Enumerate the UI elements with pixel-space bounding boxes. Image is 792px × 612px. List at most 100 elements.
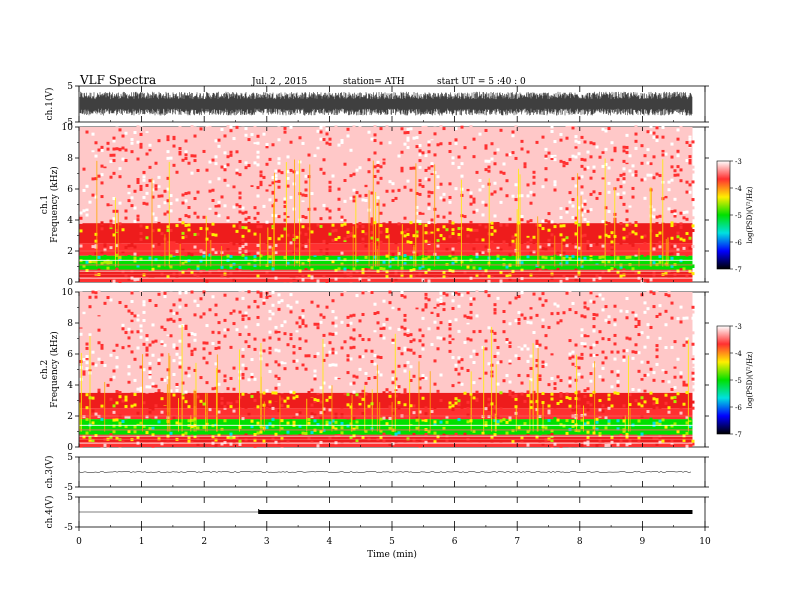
ch2-spectrogram-cell bbox=[181, 396, 185, 400]
ch1-spectrogram-cell bbox=[556, 211, 560, 215]
ch1-spectrogram-cell bbox=[517, 154, 521, 158]
ch2-spectrogram-cell bbox=[268, 422, 272, 426]
ch2-spectrogram-cell bbox=[109, 397, 113, 401]
ch1-spectrogram-cell bbox=[286, 261, 290, 265]
ch1-spectrogram-cell bbox=[679, 179, 683, 183]
ch2-spectrogram-cell bbox=[283, 367, 287, 371]
ch1-spectrogram-cell bbox=[418, 266, 422, 270]
ch1-spectrogram-cell bbox=[112, 147, 116, 151]
ch2-spectrogram-cell bbox=[316, 391, 320, 395]
ch2-spectrogram-cell bbox=[112, 418, 116, 422]
ch1-spectrogram-cell bbox=[454, 138, 458, 142]
ch1-spectrogram-cell bbox=[439, 186, 443, 190]
ch1-spectrogram-cell bbox=[598, 203, 602, 207]
ch2-spectrogram-cell bbox=[157, 410, 161, 414]
ch1-spectrogram-cell bbox=[301, 193, 305, 197]
ch1-spectrogram-cell bbox=[664, 277, 668, 281]
ch2-spectrogram-cell bbox=[484, 355, 488, 359]
ch2-spectrogram-cell bbox=[211, 424, 215, 428]
ch1-spectrogram-cell bbox=[277, 215, 281, 219]
ch2-spectrogram-cell bbox=[142, 368, 146, 372]
ch2-spectrogram-cell bbox=[391, 303, 395, 307]
ch1-spectrogram-cell bbox=[436, 166, 440, 170]
ch2-spectrogram-cell bbox=[388, 296, 392, 300]
ch2-spectrogram-cell bbox=[220, 408, 224, 412]
ch2-spectrogram-cell bbox=[205, 326, 209, 330]
ch1-spectrogram-cell bbox=[670, 245, 674, 249]
ch2-spectrogram-cell bbox=[133, 318, 137, 322]
ch2-spectrogram-cell bbox=[253, 337, 257, 341]
ch1-spectrogram-cell bbox=[514, 198, 518, 202]
ch2-spectrogram-cell bbox=[184, 431, 188, 435]
ch1-spectrogram-cell bbox=[466, 219, 470, 223]
ch2-spectrogram-cell bbox=[163, 295, 167, 299]
ch1-spectrogram-cell bbox=[673, 169, 677, 173]
ch2-spectrogram-cell bbox=[298, 341, 302, 345]
ch2-spectrogram-cell bbox=[193, 368, 197, 372]
ch1-spectrogram-cell bbox=[436, 239, 440, 243]
ch1-spectrogram-cell bbox=[103, 260, 107, 264]
ch1-spectrogram-cell bbox=[442, 155, 446, 159]
ch1-spectrogram-cell bbox=[673, 176, 677, 180]
ch1-spectrogram-cell bbox=[148, 148, 152, 152]
ch2-spectrogram-cell bbox=[433, 309, 437, 313]
ch1-spectrogram-cell bbox=[691, 140, 695, 144]
ch1-spectrogram-cell bbox=[274, 169, 278, 173]
ch1-spectrogram-cell bbox=[214, 131, 218, 135]
ch1-spectrogram-cell bbox=[268, 176, 272, 180]
ch1-spectrogram-cell bbox=[133, 189, 137, 193]
ch2-spectrogram-cell bbox=[361, 386, 365, 390]
ch1-spectrogram-cell bbox=[490, 226, 494, 230]
ch1-spectrogram-cell bbox=[655, 172, 659, 176]
ch1-spectrogram-cell bbox=[490, 278, 494, 282]
ch1-spectrogram-cell bbox=[226, 151, 230, 155]
ch2-spectrogram-cell bbox=[241, 392, 245, 396]
ch2-spectrogram-cell bbox=[169, 400, 173, 404]
ch2-spectrogram-cell bbox=[469, 302, 473, 306]
ch1-spectrogram-cell bbox=[316, 246, 320, 250]
ch2-spectrogram-cell bbox=[274, 432, 278, 436]
ch1-spectrogram-cell bbox=[547, 162, 551, 166]
ch2-spectrogram-cell bbox=[469, 307, 473, 311]
ch1-spectrogram-cell bbox=[172, 262, 176, 266]
ch1-spectrogram-cell bbox=[514, 156, 518, 160]
ch1-spectrogram-cell bbox=[586, 209, 590, 213]
ch1-spectrogram-cell bbox=[529, 219, 533, 223]
ch1-spectrogram-cell bbox=[208, 206, 212, 210]
ch2-spectrogram-cell bbox=[313, 292, 317, 296]
ch2-spectrogram-cell bbox=[412, 388, 416, 392]
ch1-spectrogram-cell bbox=[241, 225, 245, 229]
ch1-spectrogram-cell bbox=[508, 152, 512, 156]
ch1-spectrogram-cell bbox=[190, 183, 194, 187]
ch2-spectrogram-cell bbox=[349, 357, 353, 361]
ch1-spectrogram-cell bbox=[343, 218, 347, 222]
ch2-spectrogram-cell bbox=[274, 412, 278, 416]
ch1-spectrogram-cell bbox=[574, 210, 578, 214]
ch1-spectrogram-cell bbox=[514, 174, 518, 178]
ch2-spectrogram-cell bbox=[361, 389, 365, 393]
ch1-spectrogram-cell bbox=[442, 218, 446, 222]
ch1-spectrogram-cell bbox=[88, 200, 92, 204]
ch2-spectrogram-cell bbox=[343, 340, 347, 344]
ch1-spectrogram-cell bbox=[145, 152, 149, 156]
ch2-spectrogram-cell bbox=[130, 335, 134, 339]
ch2-spectrogram-cell bbox=[382, 292, 386, 296]
ch2-spectrogram-cell bbox=[112, 369, 116, 373]
ch1-spectrogram-cell bbox=[289, 192, 293, 196]
ch1-spectrogram-cell bbox=[526, 241, 530, 245]
ch2-spectrogram-cell bbox=[394, 409, 398, 413]
ch1-spectrogram-cell bbox=[556, 164, 560, 168]
ch1-spectrogram-cell bbox=[478, 138, 482, 142]
ch1-spectrogram-cell bbox=[265, 270, 269, 274]
ch2-spectrogram-cell bbox=[337, 394, 341, 398]
ch2-spectrogram-cell bbox=[85, 417, 89, 421]
ch1-spectrogram-cell bbox=[385, 139, 389, 143]
ch2-spectrogram-cell bbox=[124, 310, 128, 314]
ch1-spectrogram-streak bbox=[285, 162, 287, 267]
ch1-spectrogram-cell bbox=[340, 215, 344, 219]
ch1-spectrogram-cell bbox=[364, 244, 368, 248]
ch2-spectrogram-cell bbox=[370, 349, 374, 353]
ch1-spectrogram-cell bbox=[604, 214, 608, 218]
spectrogram-layer bbox=[79, 125, 695, 448]
ch1-spectrogram-cell bbox=[418, 278, 422, 282]
